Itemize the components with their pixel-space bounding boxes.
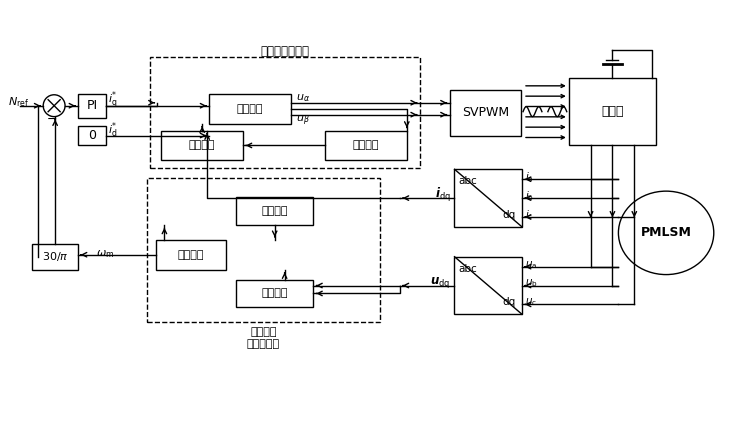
Bar: [325, 131, 407, 160]
Bar: [33, 244, 78, 269]
Bar: [454, 169, 522, 227]
Text: $i_{\rm b}$: $i_{\rm b}$: [525, 189, 534, 203]
Text: $u_{\rm b}$: $u_{\rm b}$: [525, 277, 538, 289]
Text: 可调模型: 可调模型: [262, 206, 288, 216]
Bar: [147, 178, 380, 322]
Text: $\bfit{u}_{\rm dq}$: $\bfit{u}_{\rm dq}$: [430, 275, 451, 290]
Bar: [454, 257, 522, 314]
Text: 反馈矫正: 反馈矫正: [189, 140, 215, 151]
Text: dq: dq: [503, 210, 516, 220]
Text: $i_{\rm q}^{*}$: $i_{\rm q}^{*}$: [108, 90, 117, 112]
Text: $i_{\rm a}$: $i_{\rm a}$: [525, 170, 534, 184]
Text: $u_{\rm c}$: $u_{\rm c}$: [525, 297, 537, 308]
Bar: [78, 94, 106, 118]
Bar: [156, 240, 226, 269]
Bar: [450, 90, 521, 135]
Text: 模型预测: 模型预测: [353, 140, 380, 151]
Text: $u_{\rm a}$: $u_{\rm a}$: [525, 259, 538, 271]
Bar: [78, 126, 106, 146]
Text: dq: dq: [503, 297, 516, 308]
Text: abc: abc: [458, 176, 477, 186]
Text: 逆变器: 逆变器: [601, 105, 624, 118]
Text: $i_{\rm c}$: $i_{\rm c}$: [525, 208, 534, 222]
Text: PI: PI: [86, 99, 98, 112]
Text: 模型预测控制器: 模型预测控制器: [260, 44, 309, 58]
Text: 模型参考: 模型参考: [250, 327, 277, 337]
Text: 自适应律: 自适应律: [178, 250, 204, 260]
Text: SVPWM: SVPWM: [462, 106, 509, 119]
Text: PMLSM: PMLSM: [640, 226, 692, 239]
Bar: [236, 280, 314, 308]
Text: 滚动优化: 滚动优化: [237, 104, 263, 114]
Text: $\omega_{\rm m}$: $\omega_{\rm m}$: [96, 248, 114, 260]
Text: 参考模型: 参考模型: [262, 288, 288, 299]
Text: $i_{\rm d}^{*}$: $i_{\rm d}^{*}$: [108, 121, 117, 140]
Text: 0: 0: [88, 129, 96, 142]
Text: $u_{\beta}$: $u_{\beta}$: [296, 113, 309, 128]
Text: abc: abc: [458, 264, 477, 274]
Text: 自适应系统: 自适应系统: [246, 339, 280, 349]
Bar: [150, 57, 420, 168]
Text: $30/\pi$: $30/\pi$: [42, 250, 69, 263]
Bar: [209, 94, 290, 124]
Bar: [236, 197, 314, 225]
Text: $N_{\rm ref}$: $N_{\rm ref}$: [8, 95, 29, 109]
Bar: [569, 78, 656, 146]
Bar: [162, 131, 243, 160]
Text: −: −: [47, 113, 57, 126]
Text: $u_{\alpha}$: $u_{\alpha}$: [296, 92, 310, 104]
Text: $\bfit{i}_{\rm dq}$: $\bfit{i}_{\rm dq}$: [435, 186, 451, 204]
